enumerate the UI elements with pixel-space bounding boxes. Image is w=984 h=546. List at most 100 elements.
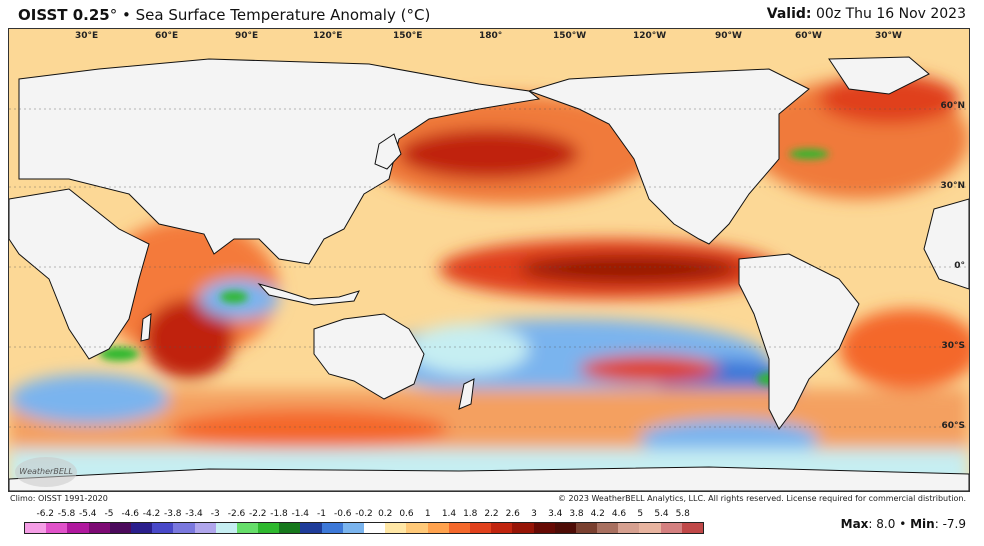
chart-title: OISST 0.25° • Sea Surface Temperature An… <box>18 6 430 24</box>
weatherbell-watermark: WeatherBELL <box>15 457 77 487</box>
colorbar-tick-label: -1 <box>317 509 326 519</box>
colorbar-swatch <box>46 523 68 533</box>
lon-label-60e: 60°E <box>155 31 179 41</box>
min-label: Min <box>910 517 935 531</box>
copyright-note: © 2023 WeatherBELL Analytics, LLC. All r… <box>558 494 966 503</box>
valid-label: Valid: <box>766 6 812 22</box>
colorbar-tick-label: -2.6 <box>227 509 246 519</box>
colorbar-tick-label: 3.8 <box>569 509 584 519</box>
lon-label-120e: 120°E <box>313 31 343 41</box>
colorbar-tick-label: 5.4 <box>654 509 669 519</box>
colorbar-tick-label: 5.8 <box>675 509 690 519</box>
colorbar-swatch <box>575 523 598 533</box>
colorbar-swatch <box>406 523 428 533</box>
colorbar-tick-label: 2.2 <box>484 509 499 519</box>
land-masses <box>9 56 969 491</box>
colorbar-ticks: -6.2 -5.8 -5.4 -5 -4.6 -4.2 -3.8 -3.4 -3 -2.6 -2.2… <box>24 509 704 521</box>
colorbar-tick-label: 5 <box>637 509 644 519</box>
colorbar-swatch <box>258 523 280 533</box>
colorbar-tick-label: -5.8 <box>57 509 76 519</box>
colorbar-legend: -6.2 -5.8 -5.4 -5 -4.6 -4.2 -3.8 -3.4 -3 -2.6 -2.2… <box>24 509 704 543</box>
degree-symbol: ° <box>109 6 118 24</box>
colorbar-swatch <box>236 523 259 533</box>
colorbar-swatch <box>109 523 131 533</box>
max-label: Max <box>840 517 869 531</box>
colorbar-tick-label: -3 <box>210 509 220 519</box>
colorbar-swatch <box>152 523 174 533</box>
colorbar-swatch <box>321 523 343 533</box>
colorbar-tick-label: -0.2 <box>355 509 373 519</box>
colorbar-swatch <box>279 523 301 533</box>
lon-label-90e: 90°E <box>235 31 259 41</box>
title-text: Sea Surface Temperature Anomaly (°C) <box>135 6 431 24</box>
colorbar-tick-label: 1.4 <box>441 509 457 519</box>
colorbar-swatch <box>194 523 216 533</box>
colorbar-tick-label: -5.4 <box>78 509 97 519</box>
lon-label-30e: 30°E <box>75 31 99 41</box>
colorbar-swatch <box>533 523 555 533</box>
map-canvas <box>9 29 969 491</box>
colorbar-swatch <box>639 523 661 533</box>
colorbar-tick-label: -4.2 <box>142 509 161 519</box>
colorbar-swatch <box>88 523 110 533</box>
colorbar-swatch <box>342 523 364 533</box>
colorbar-swatch <box>469 523 492 533</box>
lat-label-30n: 30°N <box>940 181 965 191</box>
colorbar-tick-label: -5 <box>104 509 114 519</box>
lon-label-90w: 90°W <box>715 31 742 41</box>
valid-value: 00z Thu 16 Nov 2023 <box>815 6 966 22</box>
stats-bullet: • <box>899 517 907 531</box>
colorbar-swatch <box>427 523 449 533</box>
lat-label-0: 0° <box>954 261 965 271</box>
colorbar-tick-label: 1 <box>424 509 431 519</box>
colorbar-swatch <box>385 523 407 533</box>
colorbar-swatch <box>491 523 513 533</box>
colorbar-swatch <box>512 523 534 533</box>
colorbar-swatch <box>25 523 47 533</box>
colorbar-tick-label: 1.8 <box>463 509 478 519</box>
lon-label-30w: 30°W <box>875 31 902 41</box>
colorbar-swatch <box>681 523 703 533</box>
colorbar-tick-label: 0.2 <box>378 509 393 519</box>
min-value: -7.9 <box>942 517 966 531</box>
colorbar-tick-label: 4.2 <box>590 509 605 519</box>
product-name: OISST 0.25 <box>18 6 110 24</box>
colorbar-swatch <box>215 523 237 533</box>
lon-label-120w: 120°W <box>633 31 667 41</box>
colorbar-swatch <box>364 523 386 533</box>
lon-label-150e: 150°E <box>393 31 423 41</box>
colorbar-tick-label: 3 <box>531 509 537 519</box>
colorbar-tick-label: -3.4 <box>185 509 203 519</box>
colorbar-swatches <box>24 522 704 534</box>
colorbar-swatch <box>448 523 470 533</box>
colorbar-tick-label: -1.4 <box>291 509 310 519</box>
colorbar-swatch <box>130 523 153 533</box>
colorbar-tick-label: -1.8 <box>270 509 288 519</box>
lat-label-60s: 60°S <box>941 421 965 431</box>
colorbar-tick-label: 0.6 <box>399 509 414 519</box>
colorbar-tick-label: -4.6 <box>121 509 140 519</box>
colorbar-swatch <box>660 523 682 533</box>
colorbar-swatch <box>173 523 195 533</box>
climo-note: Climo: OISST 1991-2020 <box>10 494 108 503</box>
colorbar-swatch <box>300 523 322 533</box>
colorbar-swatch <box>618 523 640 533</box>
colorbar-tick-label: -2.2 <box>248 509 267 519</box>
lat-label-60n: 60°N <box>940 101 965 111</box>
colorbar-tick-label: -6.2 <box>36 509 55 519</box>
lat-label-30s: 30°S <box>941 341 965 351</box>
sst-anomaly-map: 30°E 60°E 90°E 120°E 150°E 180° 150°W 12… <box>8 28 970 492</box>
colorbar-tick-label: 2.6 <box>505 509 520 519</box>
header: OISST 0.25° • Sea Surface Temperature An… <box>0 0 984 30</box>
title-bullet: • <box>122 6 131 24</box>
lon-label-180: 180° <box>479 31 503 41</box>
colorbar-tick-label: 3.4 <box>548 509 563 519</box>
colorbar-tick-label: -3.8 <box>163 509 182 519</box>
lon-label-60w: 60°W <box>795 31 822 41</box>
colorbar-swatch <box>67 523 89 533</box>
colorbar-swatch <box>554 523 576 533</box>
max-min-readout: Max: 8.0 • Min: -7.9 <box>840 517 966 531</box>
valid-time: Valid: 00z Thu 16 Nov 2023 <box>767 6 966 22</box>
colorbar-swatch <box>597 523 619 533</box>
lon-label-150w: 150°W <box>553 31 587 41</box>
